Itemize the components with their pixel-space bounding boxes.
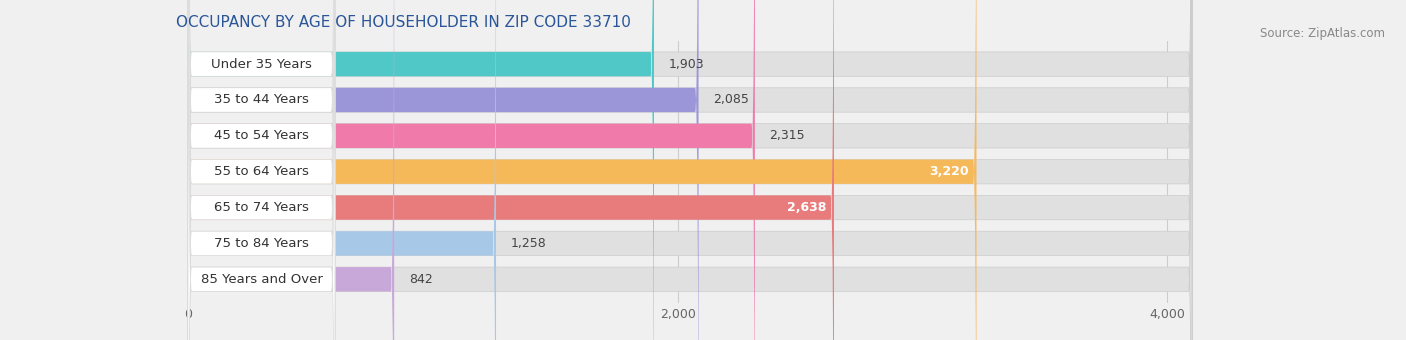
FancyBboxPatch shape [188, 0, 1192, 340]
Text: Source: ZipAtlas.com: Source: ZipAtlas.com [1260, 27, 1385, 40]
FancyBboxPatch shape [188, 0, 496, 340]
FancyBboxPatch shape [188, 0, 976, 340]
FancyBboxPatch shape [188, 0, 1192, 340]
FancyBboxPatch shape [188, 0, 699, 340]
Text: 65 to 74 Years: 65 to 74 Years [214, 201, 309, 214]
Text: 2,638: 2,638 [787, 201, 827, 214]
FancyBboxPatch shape [188, 0, 335, 340]
Text: 2,315: 2,315 [769, 129, 806, 142]
Text: 3,220: 3,220 [929, 165, 969, 178]
Text: 85 Years and Over: 85 Years and Over [201, 273, 322, 286]
Text: OCCUPANCY BY AGE OF HOUSEHOLDER IN ZIP CODE 33710: OCCUPANCY BY AGE OF HOUSEHOLDER IN ZIP C… [176, 15, 631, 30]
Text: 1,903: 1,903 [669, 57, 704, 71]
Text: Under 35 Years: Under 35 Years [211, 57, 312, 71]
FancyBboxPatch shape [188, 0, 335, 340]
FancyBboxPatch shape [188, 0, 335, 340]
Text: 55 to 64 Years: 55 to 64 Years [214, 165, 309, 178]
Text: 2,085: 2,085 [713, 94, 749, 106]
FancyBboxPatch shape [188, 0, 834, 340]
FancyBboxPatch shape [188, 0, 335, 340]
Text: 45 to 54 Years: 45 to 54 Years [214, 129, 309, 142]
Text: 35 to 44 Years: 35 to 44 Years [214, 94, 309, 106]
Text: 842: 842 [409, 273, 433, 286]
FancyBboxPatch shape [188, 0, 1192, 340]
FancyBboxPatch shape [188, 0, 654, 340]
FancyBboxPatch shape [188, 0, 394, 340]
FancyBboxPatch shape [188, 0, 1192, 340]
Text: 75 to 84 Years: 75 to 84 Years [214, 237, 309, 250]
Text: 1,258: 1,258 [510, 237, 547, 250]
FancyBboxPatch shape [188, 0, 755, 340]
FancyBboxPatch shape [188, 0, 335, 340]
FancyBboxPatch shape [188, 0, 1192, 340]
FancyBboxPatch shape [188, 0, 1192, 340]
FancyBboxPatch shape [188, 0, 1192, 340]
FancyBboxPatch shape [188, 0, 335, 340]
FancyBboxPatch shape [188, 0, 335, 340]
